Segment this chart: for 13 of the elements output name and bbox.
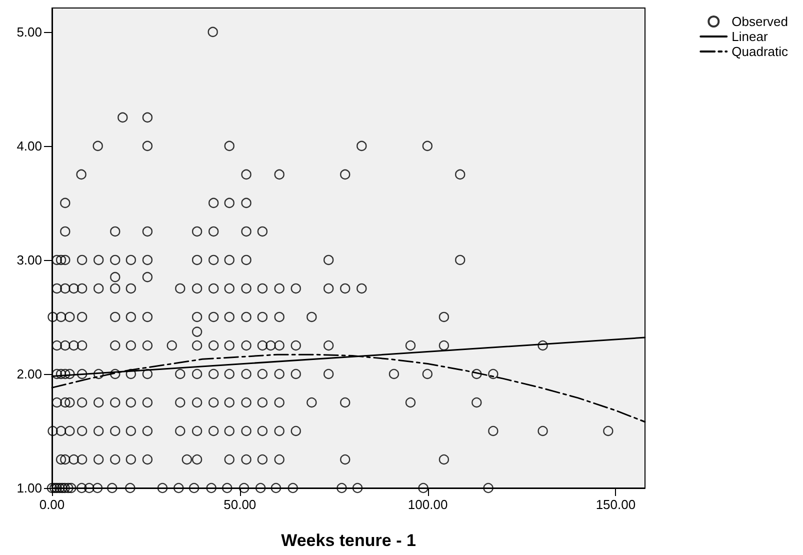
y-tick-label: 3.00	[16, 252, 42, 268]
y-tick-label: 5.00	[16, 24, 42, 40]
y-tick-label: 2.00	[16, 366, 42, 382]
x-tick-label: 150.00	[596, 497, 636, 512]
legend-label: Linear	[732, 29, 768, 44]
x-axis-title: Weeks tenure - 1	[281, 531, 416, 550]
x-tick-label: 100.00	[408, 497, 448, 512]
y-tick-label: 1.00	[16, 480, 42, 496]
y-tick-label: 4.00	[16, 138, 42, 154]
legend-label: Observed	[732, 14, 788, 29]
x-tick-label: 50.00	[224, 497, 256, 512]
x-tick-label: 0.00	[39, 497, 65, 512]
legend-label: Quadratic	[732, 44, 788, 59]
